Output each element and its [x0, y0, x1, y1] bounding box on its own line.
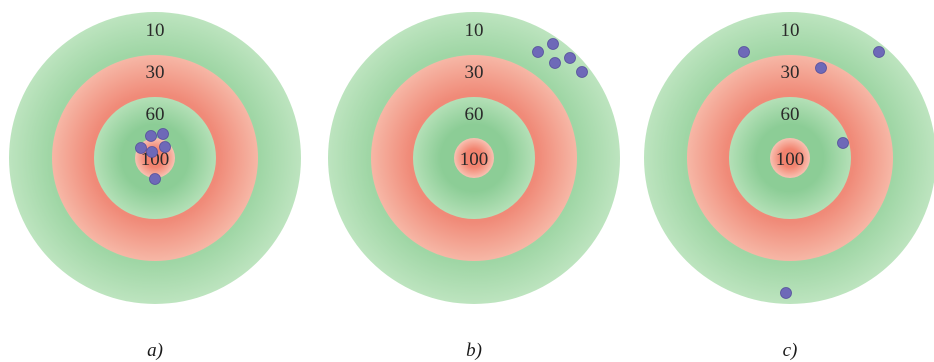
target-b-ring-100: [454, 138, 494, 178]
target-c-hit: [815, 62, 827, 74]
target-c-hits: [738, 46, 885, 299]
target-c-label-10: 10: [781, 20, 800, 41]
target-a-hit: [149, 173, 161, 185]
target-b-hit: [549, 57, 561, 69]
target-a-hits: [135, 128, 171, 185]
target-b: 10 30 60 100 b): [328, 12, 620, 361]
target-c-label-30: 30: [781, 62, 800, 83]
target-a: 10 30 60 100 a): [9, 12, 301, 361]
target-c-rings: [644, 12, 934, 304]
target-c-ring-100: [770, 138, 810, 178]
target-b-label-100: 100: [460, 149, 489, 170]
target-b-hit: [564, 52, 576, 64]
target-a-hit: [159, 141, 171, 153]
target-c-hit: [780, 287, 792, 299]
target-b-label-10: 10: [465, 20, 484, 41]
target-b-caption: b): [466, 340, 482, 361]
target-a-label-60: 60: [146, 104, 165, 125]
target-a-hit: [145, 130, 157, 142]
target-c-hit: [837, 137, 849, 149]
target-b-label-60: 60: [465, 104, 484, 125]
target-c: 10 30 60 100 c): [644, 12, 934, 361]
target-a-hit: [135, 142, 147, 154]
target-c-hit: [738, 46, 750, 58]
target-b-hit: [532, 46, 544, 58]
target-b-label-30: 30: [465, 62, 484, 83]
target-c-label-60: 60: [781, 104, 800, 125]
target-b-hit: [576, 66, 588, 78]
target-b-hits: [532, 38, 588, 78]
target-a-rings: [9, 12, 301, 304]
target-a-label-10: 10: [146, 20, 165, 41]
target-c-hit: [873, 46, 885, 58]
target-a-label-30: 30: [146, 62, 165, 83]
target-a-hit: [157, 128, 169, 140]
target-a-hit: [146, 146, 158, 158]
target-c-caption: c): [783, 340, 798, 361]
target-b-hit: [547, 38, 559, 50]
target-c-label-100: 100: [776, 149, 805, 170]
target-a-caption: a): [147, 340, 163, 361]
target-b-rings: [328, 12, 620, 304]
